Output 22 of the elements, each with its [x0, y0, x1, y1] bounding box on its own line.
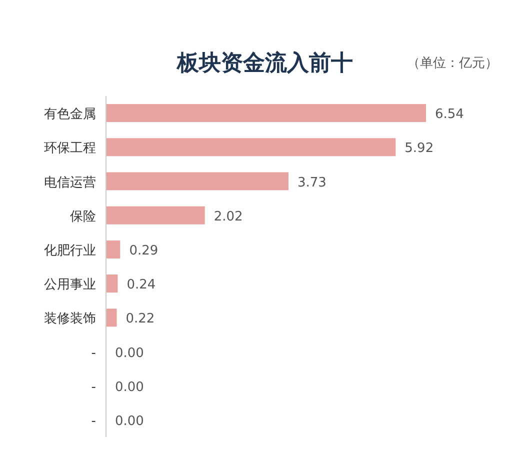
value-label: 0.29: [129, 243, 158, 258]
category: -: [91, 380, 96, 395]
value-label: 6.54: [435, 107, 464, 122]
category: 电信运营: [44, 175, 96, 190]
title: 板块资金流入前十: [177, 51, 353, 76]
category: 公用事业: [44, 278, 96, 293]
annotation: （单位：亿元）: [407, 56, 498, 71]
category: -: [91, 346, 96, 361]
category: 环保工程: [44, 141, 96, 156]
category: 化肥行业: [44, 243, 96, 258]
category: 装修装饰: [44, 312, 96, 327]
value-label: 0.00: [115, 414, 144, 429]
value-label: 3.73: [298, 175, 326, 190]
category: 有色金属: [44, 107, 96, 122]
value-label: 2.02: [214, 209, 243, 224]
value-label: 0.22: [126, 312, 155, 327]
category: -: [91, 414, 96, 429]
value-label: 0.00: [115, 380, 144, 395]
value-label: 0.24: [126, 278, 156, 293]
category: 保险: [70, 209, 96, 224]
value-label: 0.00: [115, 346, 144, 361]
value-label: 5.92: [404, 141, 434, 156]
